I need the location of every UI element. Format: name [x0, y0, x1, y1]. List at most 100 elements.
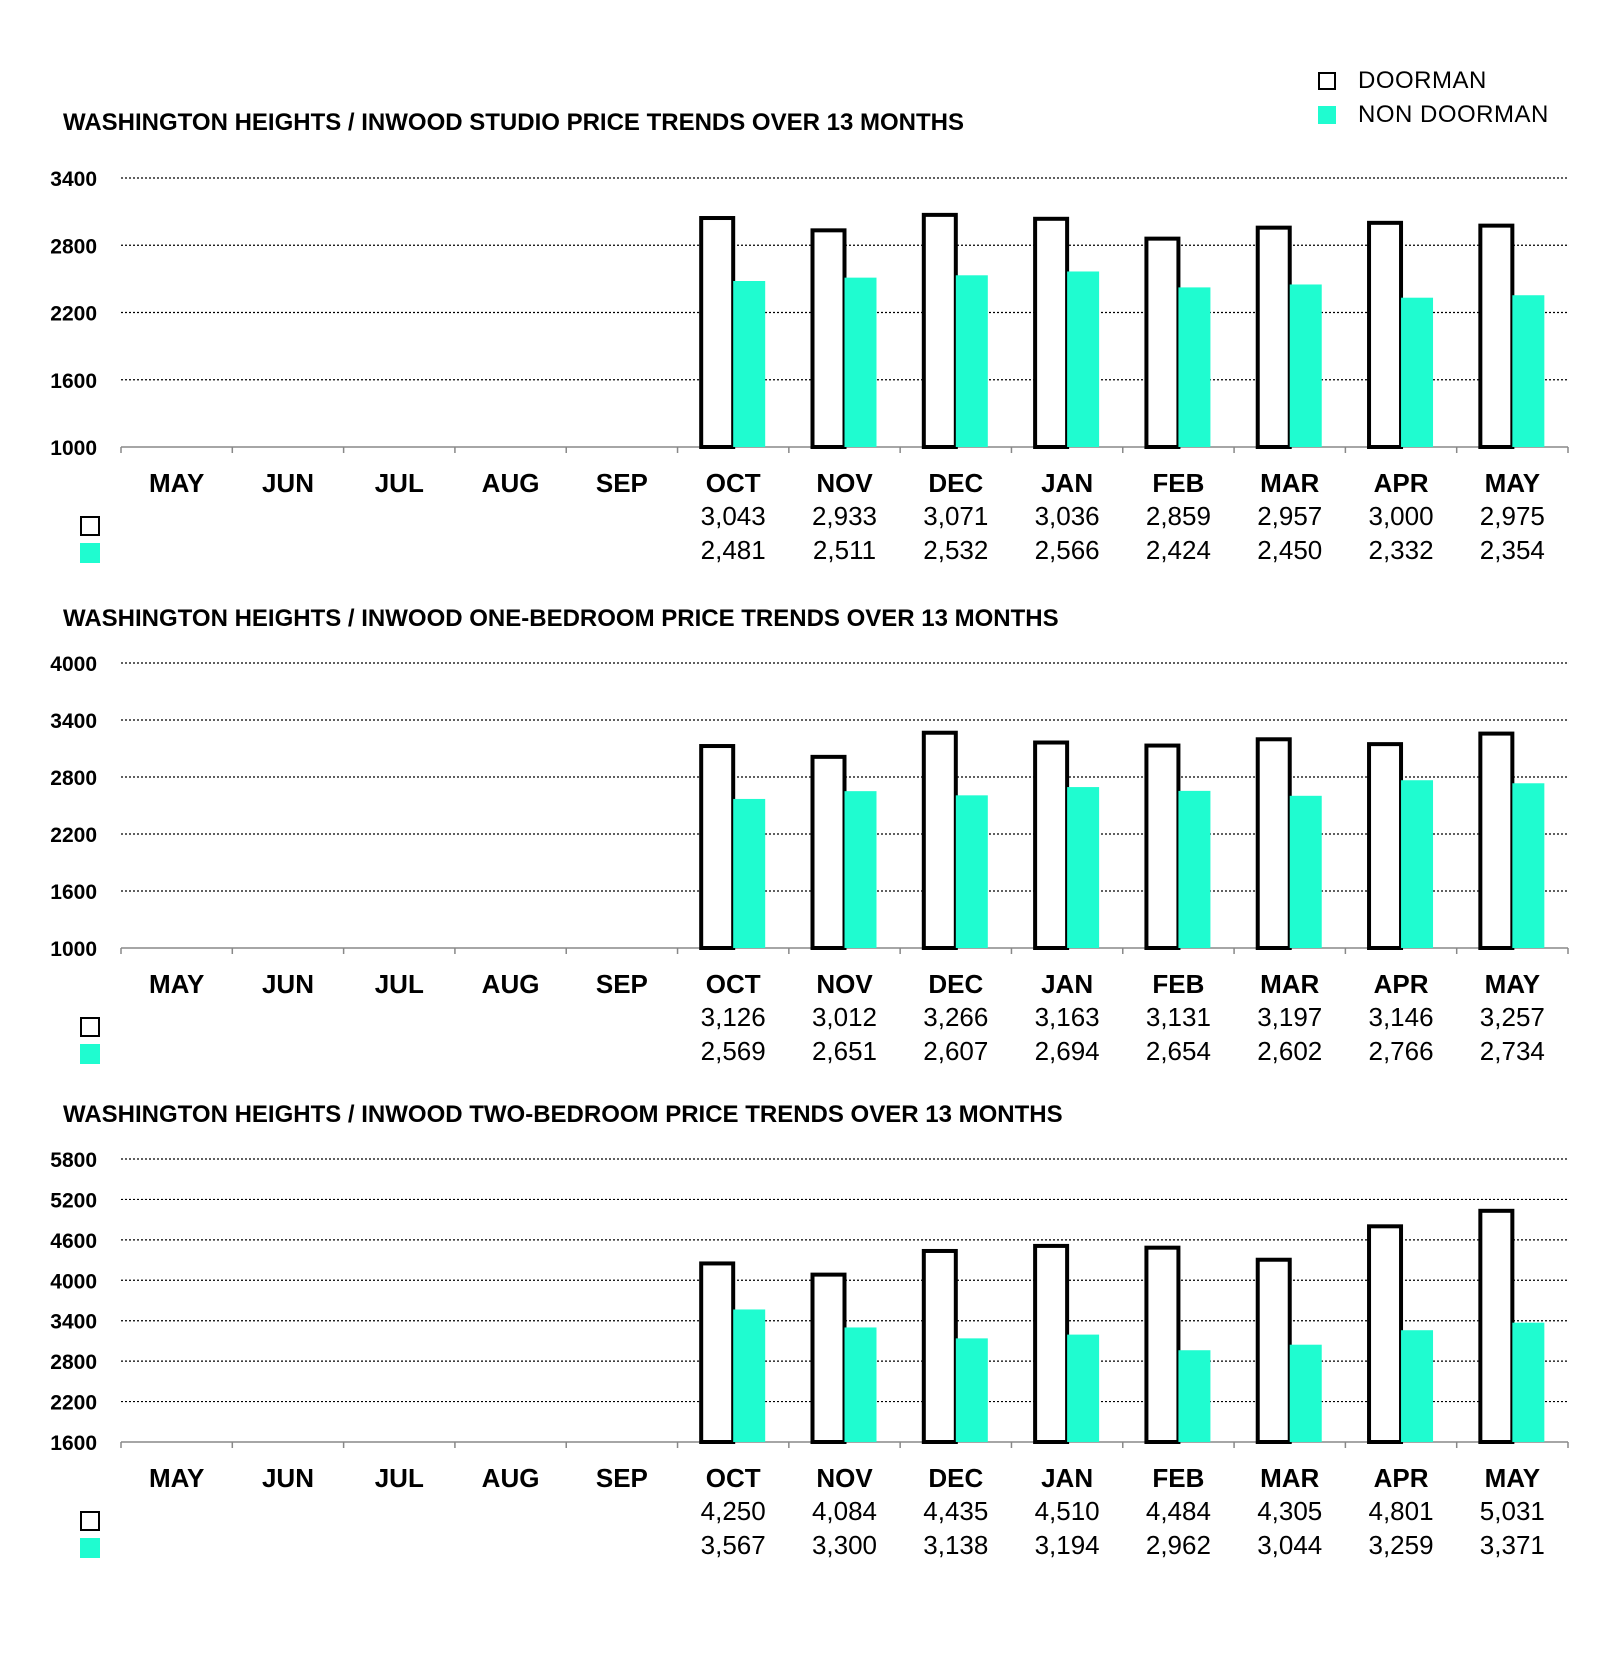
- x-tick-label: AUG: [482, 1463, 540, 1493]
- y-tick-label: 5800: [50, 1149, 97, 1172]
- y-tick-label: 1600: [50, 370, 97, 393]
- data-label-non-doorman: 2,481: [701, 535, 766, 565]
- bar-doorman: [810, 228, 847, 449]
- x-tick-label: APR: [1374, 1463, 1429, 1493]
- x-tick-label: MAY: [149, 468, 204, 498]
- data-label-doorman: 3,126: [701, 1002, 766, 1032]
- y-tick-label: 5200: [50, 1189, 97, 1212]
- x-tick-label: DEC: [928, 969, 983, 999]
- row-marker-doorman: [80, 516, 100, 536]
- row-marker-doorman: [80, 1511, 100, 1531]
- legend-item-non-doorman: NON DOORMAN: [1318, 98, 1549, 132]
- bar-doorman: [1033, 1243, 1070, 1444]
- y-tick-label: 1600: [50, 881, 97, 904]
- legend-label-non-doorman: NON DOORMAN: [1358, 101, 1549, 128]
- data-label-non-doorman: 2,602: [1257, 1036, 1322, 1066]
- x-tick-label: SEP: [596, 468, 648, 498]
- bar-doorman: [921, 730, 958, 950]
- data-label-doorman: 4,510: [1035, 1496, 1100, 1526]
- x-tick-label: MAR: [1260, 969, 1319, 999]
- data-label-doorman: 3,257: [1480, 1002, 1545, 1032]
- data-label-non-doorman: 3,138: [923, 1530, 988, 1560]
- chart-title: WASHINGTON HEIGHTS / INWOOD TWO-BEDROOM …: [63, 1101, 1063, 1128]
- x-tick-label: AUG: [482, 468, 540, 498]
- data-label-non-doorman: 2,607: [923, 1036, 988, 1066]
- bar-doorman: [699, 216, 736, 449]
- data-label-non-doorman: 3,300: [812, 1530, 877, 1560]
- bar-non-doorman: [1401, 1330, 1434, 1442]
- bar-doorman: [1478, 223, 1515, 449]
- legend-swatch-doorman: [1318, 72, 1336, 90]
- x-tick-label: APR: [1374, 468, 1429, 498]
- bar-non-doorman: [1289, 795, 1322, 948]
- data-label-non-doorman: 3,371: [1480, 1530, 1545, 1560]
- data-label-doorman: 3,163: [1035, 1002, 1100, 1032]
- data-label-doorman: 3,000: [1368, 501, 1433, 531]
- x-tick-label: APR: [1374, 969, 1429, 999]
- x-tick-label: NOV: [816, 468, 873, 498]
- bar-doorman: [1144, 743, 1181, 950]
- data-label-non-doorman: 2,354: [1480, 535, 1545, 565]
- y-tick-label: 3400: [50, 168, 97, 191]
- data-label-non-doorman: 3,259: [1368, 1530, 1433, 1560]
- data-label-non-doorman: 3,194: [1035, 1530, 1100, 1560]
- x-tick-label: JAN: [1041, 969, 1093, 999]
- row-marker-doorman: [80, 1017, 100, 1037]
- bar-doorman: [1367, 220, 1404, 449]
- x-tick-label: JAN: [1041, 1463, 1093, 1493]
- bar-doorman: [1144, 1245, 1181, 1444]
- bar-non-doorman: [1289, 284, 1322, 447]
- bar-doorman: [699, 744, 736, 951]
- x-tick-label: NOV: [816, 1463, 873, 1493]
- bar-non-doorman: [1289, 1344, 1322, 1442]
- bar-non-doorman: [1178, 790, 1211, 948]
- bar-doorman: [1255, 1257, 1292, 1444]
- data-label-non-doorman: 2,424: [1146, 535, 1211, 565]
- data-label-doorman: 5,031: [1480, 1496, 1545, 1526]
- row-marker-non-doorman: [80, 1044, 100, 1064]
- bar-non-doorman: [733, 1309, 766, 1442]
- y-tick-label: 2800: [50, 767, 97, 790]
- data-label-doorman: 3,043: [701, 501, 766, 531]
- bar-doorman: [921, 1248, 958, 1444]
- data-label-doorman: 2,957: [1257, 501, 1322, 531]
- chart-title: WASHINGTON HEIGHTS / INWOOD STUDIO PRICE…: [63, 109, 964, 136]
- bar-non-doorman: [955, 1338, 988, 1442]
- bar-doorman: [1367, 742, 1404, 950]
- x-tick-label: SEP: [596, 969, 648, 999]
- data-label-doorman: 4,435: [923, 1496, 988, 1526]
- bar-non-doorman: [1178, 1350, 1211, 1442]
- x-tick-label: AUG: [482, 969, 540, 999]
- x-tick-label: DEC: [928, 468, 983, 498]
- x-tick-label: JAN: [1041, 468, 1093, 498]
- x-tick-label: JUN: [262, 468, 314, 498]
- y-tick-label: 2200: [50, 824, 97, 847]
- data-label-doorman: 3,131: [1146, 1002, 1211, 1032]
- bar-non-doorman: [844, 791, 877, 948]
- data-label-non-doorman: 3,567: [701, 1530, 766, 1560]
- bar-doorman: [1255, 225, 1292, 449]
- y-tick-label: 2200: [50, 1392, 97, 1415]
- data-label-non-doorman: 2,332: [1368, 535, 1433, 565]
- data-label-doorman: 4,250: [701, 1496, 766, 1526]
- bar-non-doorman: [733, 281, 766, 447]
- data-label-non-doorman: 2,511: [813, 535, 876, 565]
- data-label-doorman: 4,305: [1257, 1496, 1322, 1526]
- x-tick-label: MAY: [1485, 468, 1540, 498]
- data-label-doorman: 3,036: [1035, 501, 1100, 531]
- legend-swatch-non-doorman: [1318, 106, 1336, 124]
- bar-non-doorman: [1067, 787, 1100, 948]
- y-tick-label: 3400: [50, 710, 97, 733]
- bar-doorman: [921, 212, 958, 449]
- y-tick-label: 4000: [50, 1270, 97, 1293]
- bar-doorman: [810, 754, 847, 950]
- bar-doorman: [1478, 731, 1515, 951]
- y-tick-label: 2800: [50, 1351, 97, 1374]
- row-marker-non-doorman: [80, 1538, 100, 1558]
- data-label-non-doorman: 2,532: [923, 535, 988, 565]
- y-tick-label: 1600: [50, 1432, 97, 1455]
- x-tick-label: SEP: [596, 1463, 648, 1493]
- data-label-non-doorman: 2,734: [1480, 1036, 1545, 1066]
- x-tick-label: NOV: [816, 969, 873, 999]
